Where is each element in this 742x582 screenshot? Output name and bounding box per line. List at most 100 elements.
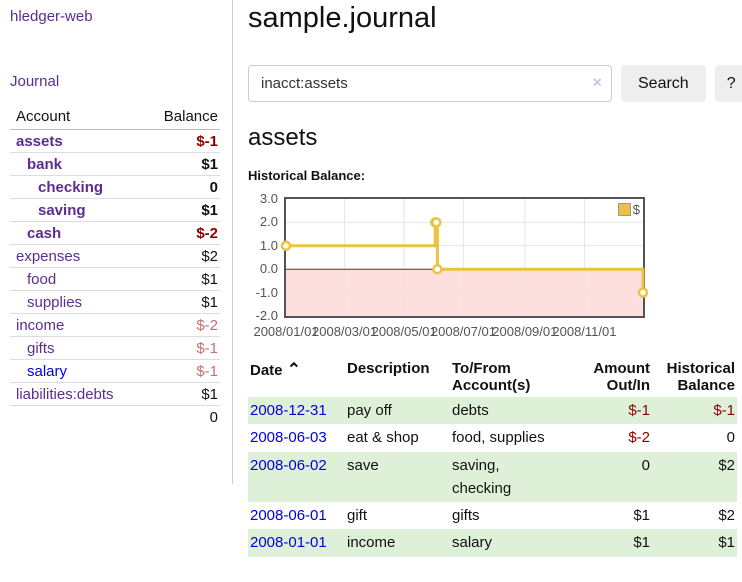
search-form: × Search ? <box>248 65 742 102</box>
transaction-date-link[interactable]: 2008-01-01 <box>250 534 327 552</box>
transaction-amount: $1 <box>582 529 652 557</box>
main-content: sample.journal × Search ? assets Histori… <box>233 0 742 557</box>
sidebar-account-balance: $-1 <box>141 336 220 360</box>
accounts-total-value: 0 <box>141 405 220 429</box>
sidebar-account-row: supplies $1 <box>10 290 220 314</box>
accounts-table: Account Balance assets $-1 bank $1 checking 0… <box>10 106 220 429</box>
sidebar-account-link[interactable]: expenses <box>16 247 81 265</box>
sidebar-account-balance: $-2 <box>141 221 220 245</box>
transaction-balance: $1 <box>652 529 737 557</box>
register-header-row: Date ⌃ Description To/From Account(s) Amo… <box>248 359 737 397</box>
date-column-header[interactable]: Date ⌃ <box>250 360 301 379</box>
sidebar-account-link[interactable]: gifts <box>27 339 55 357</box>
sidebar-account-link[interactable]: checking <box>38 178 104 196</box>
transaction-description: save <box>345 451 450 502</box>
transaction-description: eat & shop <box>347 429 419 447</box>
y-tick-label: 0.0 <box>259 261 278 277</box>
transaction-balance: $-1 <box>652 397 737 425</box>
search-button[interactable]: Search <box>621 65 706 102</box>
sidebar-account-link[interactable]: salary <box>27 362 68 380</box>
sidebar-account-link[interactable]: liabilities:debts <box>16 385 114 403</box>
sidebar-account-balance: $-2 <box>141 313 220 337</box>
table-row: 2008-06-03 eat & shop food, supplies $-2 0 <box>248 424 737 451</box>
transaction-accounts: food, supplies <box>452 429 545 447</box>
chart-plot-area[interactable]: $ <box>280 197 649 318</box>
sidebar-account-row: liabilities:debts $1 <box>10 382 220 406</box>
sidebar-item-journal[interactable]: Journal <box>10 73 60 90</box>
sidebar-account-balance: $-1 <box>141 359 220 383</box>
accounts-total-row: 0 <box>10 405 220 429</box>
sort-ascending-icon: ⌃ <box>286 360 301 379</box>
chart-legend: $ <box>617 202 640 217</box>
clear-search-icon[interactable]: × <box>592 74 602 92</box>
transaction-amount: 0 <box>582 451 652 502</box>
x-tick-label: 2008/07/01 <box>430 324 496 339</box>
sidebar-account-link[interactable]: bank <box>27 155 63 173</box>
sidebar-account-link[interactable]: saving <box>38 201 86 219</box>
y-tick-label: 1.0 <box>259 237 278 253</box>
x-tick-label: 2008/03/01 <box>312 324 378 339</box>
sidebar-account-row: assets $-1 <box>10 129 220 153</box>
transaction-date-link[interactable]: 2008-06-03 <box>250 429 327 447</box>
transaction-description: pay off <box>345 397 450 425</box>
transaction-accounts: debts <box>450 397 582 425</box>
sidebar-account-link[interactable]: supplies <box>27 293 83 311</box>
sidebar: hledger-web Journal Account Balance asse… <box>0 0 233 484</box>
transaction-date-link[interactable]: 2008-06-01 <box>250 507 327 524</box>
transaction-accounts: saving, checking <box>450 451 582 502</box>
register-table: Date ⌃ Description To/From Account(s) Amo… <box>248 359 737 557</box>
sidebar-account-link[interactable]: food <box>27 270 57 288</box>
transaction-date-link[interactable]: 2008-12-31 <box>250 402 327 419</box>
sidebar-account-row: food $1 <box>10 267 220 291</box>
sidebar-account-link[interactable]: income <box>16 316 65 334</box>
transaction-accounts: gifts <box>452 507 480 524</box>
page-title: sample.journal <box>248 2 437 34</box>
page: hledger-web Journal Account Balance asse… <box>0 0 742 557</box>
search-field-wrap: × <box>248 65 612 102</box>
chart-title: Historical Balance: <box>248 168 366 183</box>
transaction-balance: 0 <box>726 429 735 447</box>
app-title-link[interactable]: hledger-web <box>10 8 93 25</box>
transaction-description: income <box>345 529 450 557</box>
transaction-amount: $-2 <box>628 429 650 447</box>
transaction-amount: $-1 <box>582 397 652 425</box>
sidebar-account-balance: $1 <box>141 152 220 176</box>
table-row: 2008-06-01 gift gifts $1 $2 <box>248 502 737 529</box>
sidebar-account-row: gifts $-1 <box>10 336 220 360</box>
sidebar-account-link[interactable]: cash <box>27 224 62 242</box>
historical-balance-chart: $ 3.0 2.0 1.0 0.0 -1.0 -2.0 2008/01/01 2008/03… <box>248 191 742 343</box>
transaction-amount: $1 <box>633 507 650 524</box>
register-body: 2008-12-31 pay off debts $-1 $-1 2008-06-03 ea… <box>248 397 737 557</box>
sidebar-account-link[interactable]: assets <box>16 132 63 150</box>
sidebar-account-row: saving $1 <box>10 198 220 222</box>
accounts-header-row: Account Balance <box>10 106 220 130</box>
search-help-button[interactable]: ? <box>714 65 742 102</box>
accounts-header-account: Account <box>10 106 142 130</box>
accounts-header-balance: Balance <box>141 106 220 130</box>
x-tick-label: 2008/09/01 <box>492 324 558 339</box>
sidebar-account-row: checking 0 <box>10 175 220 199</box>
transaction-description: gift <box>347 507 368 524</box>
account-heading: assets <box>248 124 318 151</box>
transaction-accounts: salary <box>450 529 582 557</box>
transaction-date-link[interactable]: 2008-06-02 <box>250 456 327 474</box>
chart-canvas <box>280 199 649 316</box>
sidebar-account-balance: $1 <box>141 198 220 222</box>
search-input[interactable] <box>248 65 612 102</box>
sidebar-accounts-body: assets $-1 bank $1 checking 0 saving $1 cash $-2 e… <box>10 129 220 406</box>
x-tick-label: 2008/11/01 <box>552 324 617 339</box>
transaction-balance: $2 <box>718 507 735 524</box>
sidebar-account-balance: $-1 <box>141 129 220 153</box>
accounts-column-header: To/From Account(s) <box>452 360 531 394</box>
legend-label: $ <box>632 202 640 217</box>
sidebar-account-row: income $-2 <box>10 313 220 337</box>
legend-swatch <box>617 203 631 216</box>
sidebar-account-balance: $2 <box>141 244 220 268</box>
y-tick-label: 2.0 <box>259 214 278 230</box>
description-column-header: Description <box>347 360 430 377</box>
sidebar-account-row: salary $-1 <box>10 359 220 383</box>
x-tick-label: 2008/05/01 <box>371 324 437 339</box>
sidebar-account-row: expenses $2 <box>10 244 220 268</box>
sidebar-account-row: cash $-2 <box>10 221 220 245</box>
sidebar-account-balance: 0 <box>141 175 220 199</box>
